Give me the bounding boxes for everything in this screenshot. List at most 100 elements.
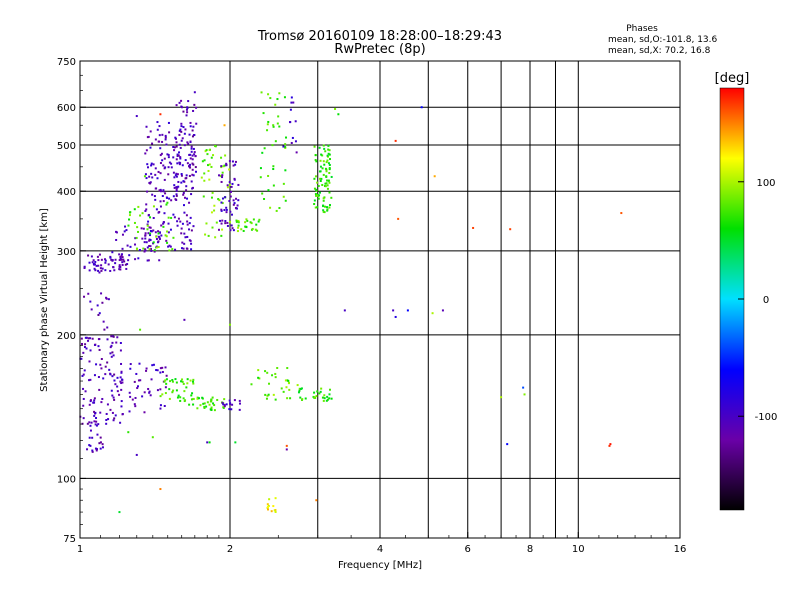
data-point	[149, 229, 152, 232]
data-point	[316, 194, 319, 197]
data-point	[272, 505, 275, 508]
data-point	[143, 241, 146, 244]
data-point	[175, 194, 178, 197]
data-point	[125, 229, 128, 232]
data-point	[255, 223, 258, 226]
data-point	[228, 408, 231, 411]
data-point	[158, 231, 161, 234]
data-point	[208, 163, 211, 166]
data-point	[174, 198, 177, 201]
data-point	[268, 498, 271, 501]
data-point	[167, 156, 170, 159]
data-point	[82, 404, 85, 407]
data-point	[99, 267, 102, 270]
data-point	[238, 402, 241, 405]
data-point	[121, 381, 124, 384]
data-point	[98, 348, 101, 351]
data-point	[82, 351, 85, 354]
data-point	[159, 162, 162, 165]
data-point	[164, 192, 167, 195]
data-point	[84, 343, 87, 346]
data-point	[178, 163, 181, 166]
data-point	[224, 154, 227, 157]
data-point	[150, 249, 153, 252]
data-point	[111, 394, 114, 397]
data-point	[157, 170, 160, 173]
data-point	[214, 236, 217, 239]
data-point	[145, 367, 148, 370]
data-point	[608, 444, 611, 447]
data-point	[89, 444, 92, 447]
data-point	[95, 448, 98, 451]
data-point	[203, 179, 206, 182]
data-point	[184, 399, 187, 402]
data-point	[151, 193, 154, 196]
data-point	[327, 152, 330, 155]
data-point	[190, 229, 193, 232]
data-point	[156, 121, 159, 124]
data-point	[169, 380, 172, 383]
data-point	[159, 113, 162, 116]
data-point	[152, 242, 155, 245]
data-point	[189, 121, 192, 124]
data-point	[206, 153, 209, 156]
data-point	[506, 443, 509, 446]
data-point	[183, 144, 186, 147]
data-point	[178, 151, 181, 154]
data-point	[328, 168, 331, 171]
data-point	[162, 200, 165, 203]
data-point	[111, 341, 114, 344]
data-point	[319, 390, 322, 393]
data-point	[313, 187, 316, 190]
data-point	[152, 363, 155, 366]
data-point	[133, 380, 136, 383]
data-point	[216, 398, 219, 401]
data-points	[79, 91, 623, 514]
data-point	[179, 399, 182, 402]
data-point	[149, 182, 152, 185]
data-point	[192, 403, 195, 406]
data-point	[203, 406, 206, 409]
data-point	[146, 166, 149, 169]
data-point	[182, 110, 185, 113]
data-point	[223, 124, 226, 127]
data-point	[220, 180, 223, 183]
data-point	[95, 420, 98, 423]
data-point	[192, 125, 195, 128]
data-point	[261, 151, 264, 154]
data-point	[328, 171, 331, 174]
phase-stats-o: mean, sd,O:-101.8, 13.6	[608, 35, 718, 45]
data-point	[123, 260, 126, 263]
data-point	[185, 386, 188, 389]
data-point	[322, 204, 325, 207]
data-point	[167, 231, 170, 234]
data-point	[126, 263, 129, 266]
data-point	[112, 419, 115, 422]
x-tick-label: 16	[674, 544, 687, 555]
data-point	[290, 101, 293, 104]
data-point	[178, 143, 181, 146]
data-point	[119, 376, 122, 379]
data-point	[136, 387, 139, 390]
data-point	[181, 164, 184, 167]
data-point	[186, 223, 189, 226]
data-point	[235, 219, 238, 222]
data-point	[231, 403, 234, 406]
data-point	[180, 232, 183, 235]
data-point	[168, 397, 171, 400]
data-point	[221, 401, 224, 404]
data-point	[158, 236, 161, 239]
data-point	[164, 134, 167, 137]
data-point	[110, 355, 113, 358]
data-point	[80, 357, 83, 360]
data-point	[186, 378, 189, 381]
data-point	[327, 148, 330, 151]
data-point	[153, 249, 156, 252]
data-point	[286, 367, 289, 370]
data-point	[146, 246, 149, 249]
data-point	[159, 367, 162, 370]
data-point	[88, 436, 91, 439]
data-point	[161, 140, 164, 143]
data-point	[289, 397, 292, 400]
data-point	[321, 154, 324, 157]
